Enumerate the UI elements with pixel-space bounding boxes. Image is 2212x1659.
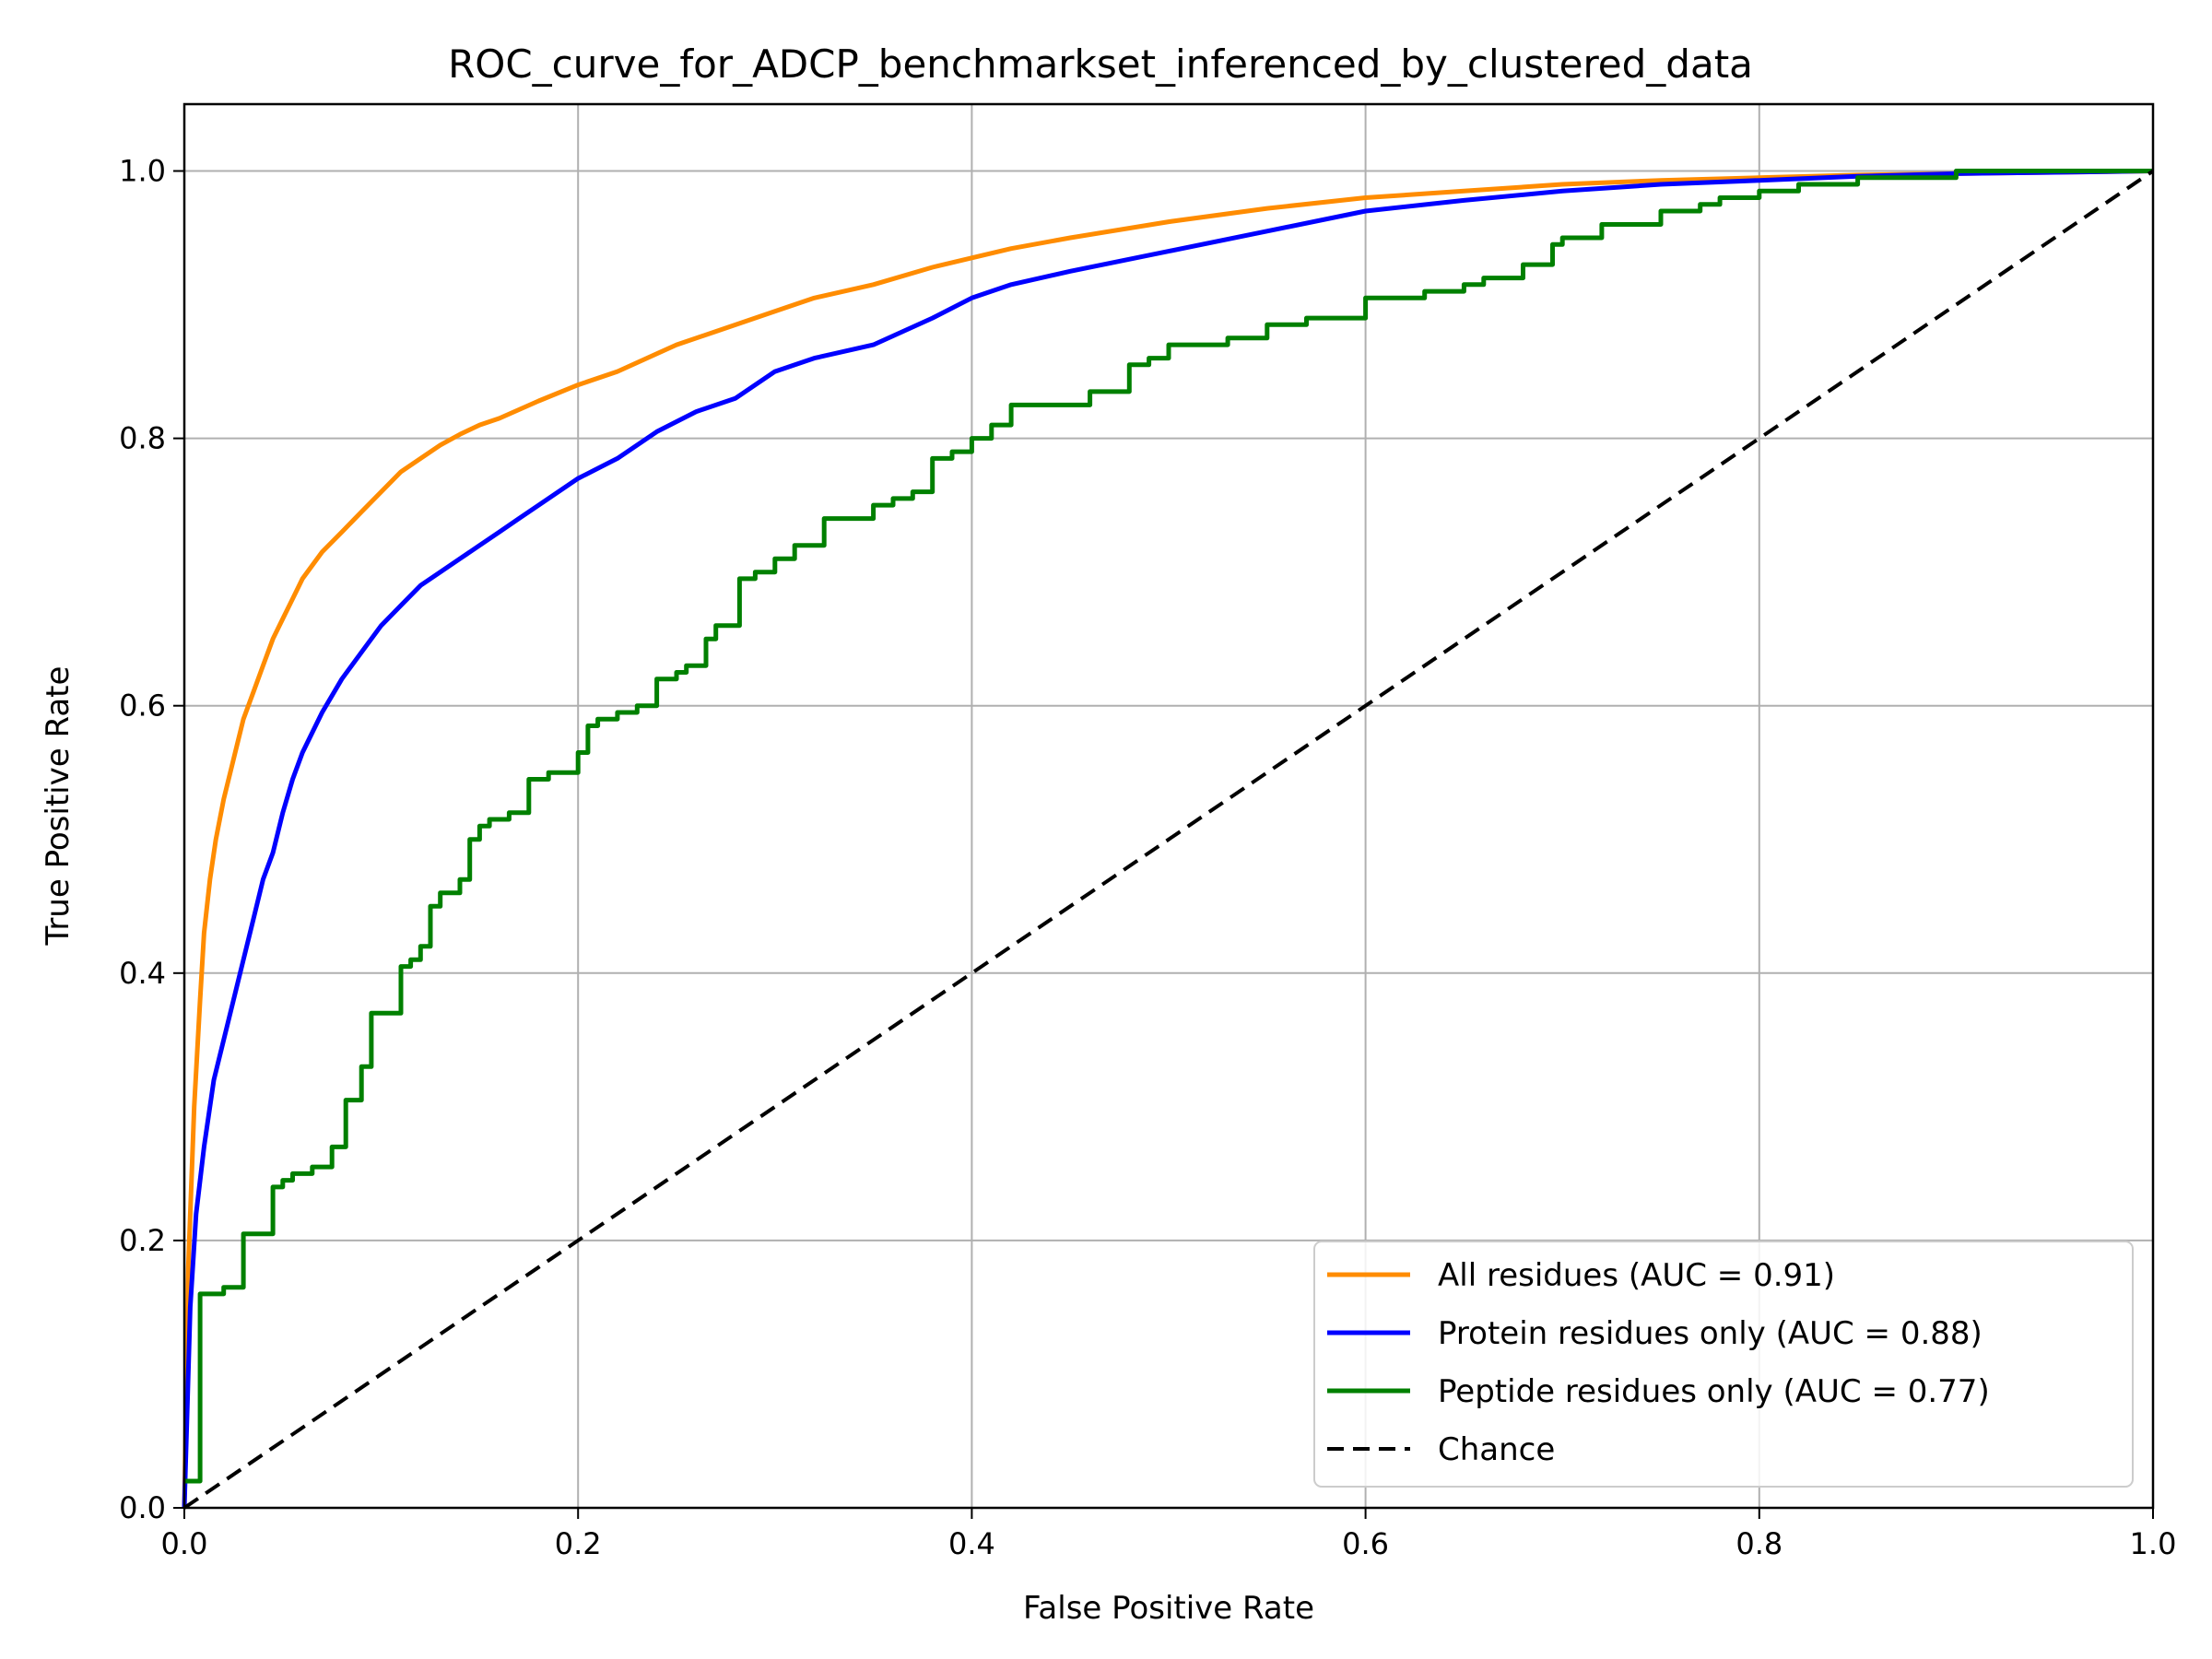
plot-frame <box>182 102 2155 1510</box>
axis-ticks: 0.0 0.2 0.4 0.6 0.8 1.0 0.0 0.2 0.4 0.6 0.8 1.0 <box>119 154 2176 1561</box>
legend-label-3: Chance <box>1438 1431 1555 1468</box>
grid-lines <box>183 104 2154 1509</box>
y-tick-label: 0.4 <box>119 956 166 991</box>
y-tick-label: 0.0 <box>119 1490 166 1525</box>
y-tick-label: 0.6 <box>119 688 166 724</box>
y-axis-label: True Positive Rate <box>40 666 76 947</box>
x-tick-label: 0.0 <box>161 1526 208 1561</box>
series-line-0 <box>182 169 2154 1509</box>
x-tick-label: 0.6 <box>1342 1526 1389 1561</box>
legend-box <box>1313 1241 2134 1488</box>
y-tick-label: 1.0 <box>119 154 166 189</box>
y-tick-label: 0.2 <box>119 1223 166 1258</box>
series-line-2 <box>184 169 2153 1484</box>
chart-title: ROC_curve_for_ADCP_benchmarkset_inferenc… <box>448 41 1753 87</box>
legend: All residues (AUC = 0.91) Protein residue… <box>1313 1241 2134 1488</box>
series-line-3 <box>182 169 2155 1510</box>
x-tick-label: 0.4 <box>948 1526 995 1561</box>
plot-series <box>182 169 2155 1510</box>
x-tick-label: 0.2 <box>555 1526 602 1561</box>
legend-label-2: Peptide residues only (AUC = 0.77) <box>1438 1373 1990 1410</box>
x-tick-label: 1.0 <box>2130 1526 2177 1561</box>
legend-label-0: All residues (AUC = 0.91) <box>1438 1257 1835 1294</box>
x-axis-label: False Positive Rate <box>1023 1590 1314 1627</box>
series-line-1 <box>182 169 2154 1509</box>
legend-label-1: Protein residues only (AUC = 0.88) <box>1438 1315 1983 1352</box>
x-tick-label: 0.8 <box>1735 1526 1783 1561</box>
y-tick-label: 0.8 <box>119 421 166 456</box>
